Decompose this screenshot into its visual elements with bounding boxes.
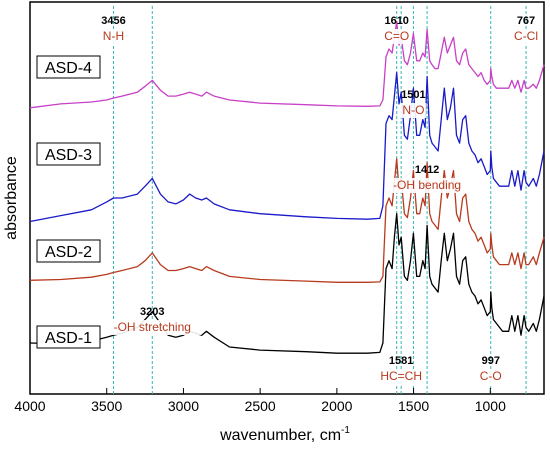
- peak-annotations: 3456 N-H 3203 -OH stretching 1610 C=O 767 C-Cl 1…: [100, 15, 543, 384]
- peak-label-bg: [509, 29, 543, 44]
- spectra: [29, 20, 545, 354]
- peak-assignment: HC=CH: [380, 369, 422, 383]
- x-tick-label: 4000: [14, 398, 45, 414]
- sample-labels: ASD-1 ASD-2 ASD-3 ASD-4: [36, 55, 101, 349]
- x-tick-label: 3500: [91, 398, 122, 414]
- x-axis-label-superscript: -1: [341, 425, 350, 436]
- peak-label-bg: [477, 369, 504, 384]
- plot-frame: [29, 1, 545, 395]
- sample-label: ASD-3: [45, 147, 92, 164]
- peak-assignment: C=O: [384, 29, 409, 43]
- sample-label-box: [36, 239, 101, 263]
- sample-label-box: [36, 325, 101, 349]
- peak-number: 767: [517, 15, 535, 27]
- sample-label: ASD-1: [45, 330, 92, 347]
- peak-label-bg: [387, 178, 467, 193]
- peak-assignment: N-H: [103, 29, 124, 43]
- peak-label-bg: [383, 29, 410, 44]
- peak-number: 997: [482, 355, 500, 367]
- series-line-asd-4: [29, 20, 545, 109]
- peak-label-bg: [100, 29, 127, 44]
- peak-assignment: -OH bending: [393, 178, 461, 192]
- peak-label-bg: [103, 320, 202, 335]
- y-axis-label: absorbance: [3, 156, 20, 240]
- peak-assignment: N-O: [402, 103, 424, 117]
- x-tick-label: 2000: [321, 398, 352, 414]
- peak-assignment: -OH stretching: [114, 320, 191, 334]
- x-axis-label: wavenumber, cm-1: [219, 425, 350, 444]
- x-tick-label: 1000: [475, 398, 506, 414]
- peak-assignment: C-O: [480, 369, 502, 383]
- peak-assignment: C-Cl: [514, 29, 538, 43]
- sample-label: ASD-4: [45, 60, 92, 77]
- series-line-asd-3: [29, 71, 545, 223]
- peak-number: 1501: [401, 89, 425, 101]
- peak-number: 3203: [140, 306, 164, 318]
- x-axis: 4000 3500 3000 2500 2000 1500 1000: [14, 388, 506, 414]
- sample-label-box: [36, 55, 101, 79]
- series-line-asd-2: [29, 158, 545, 283]
- sample-label: ASD-2: [45, 244, 92, 261]
- peak-label-bg: [381, 369, 421, 384]
- sample-label-box: [36, 142, 101, 166]
- x-tick-label: 3000: [168, 398, 199, 414]
- peak-number: 1610: [384, 15, 408, 27]
- x-tick-label: 2500: [245, 398, 276, 414]
- peak-number: 3456: [101, 15, 125, 27]
- peak-number: 1412: [415, 164, 439, 176]
- reference-lines: [112, 6, 527, 394]
- x-tick-label: 1500: [398, 398, 429, 414]
- peak-number: 1581: [389, 355, 413, 367]
- x-axis-label-text: wavenumber, cm: [219, 427, 341, 444]
- peak-label-bg: [400, 103, 427, 118]
